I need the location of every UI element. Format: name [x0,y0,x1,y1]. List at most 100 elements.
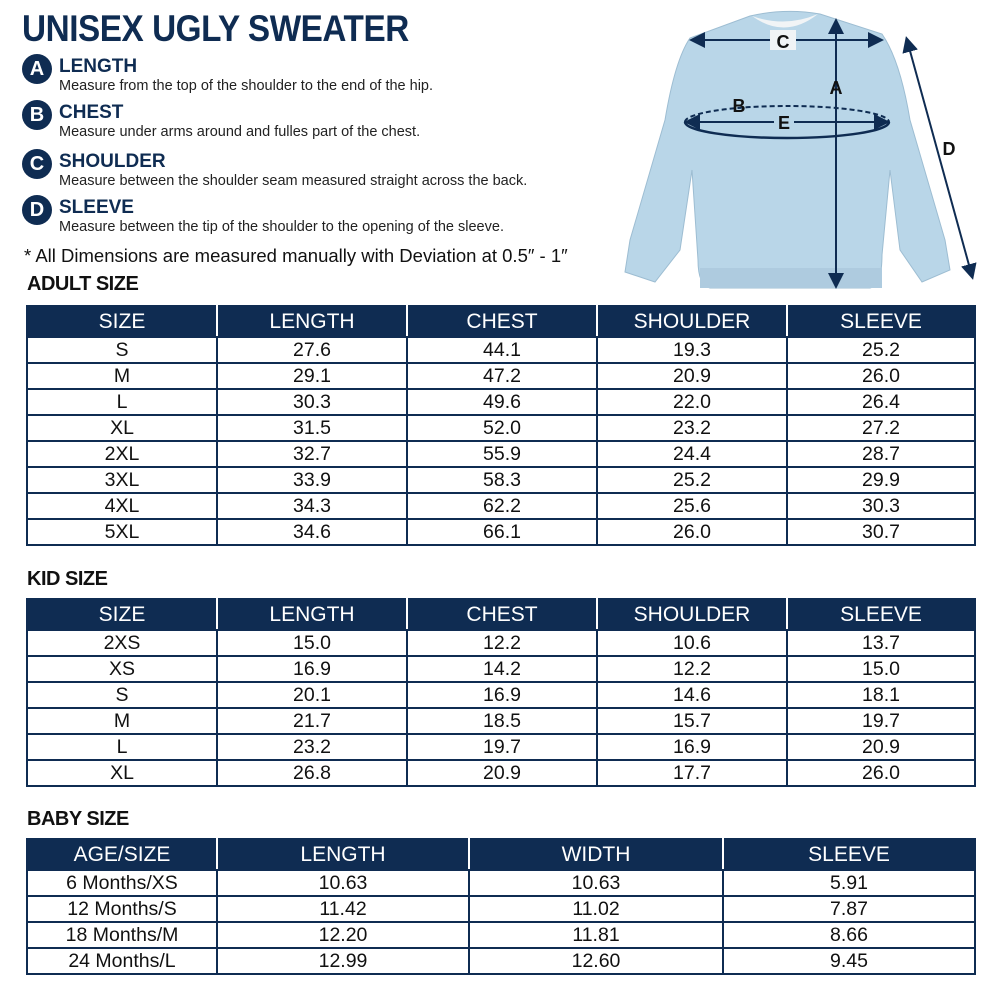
table-row: 12 Months/S 11.42 11.02 7.87 [26,895,976,923]
value-cell: 8.66 [722,921,976,949]
size-cell: 2XL [26,440,218,468]
value-cell: 31.5 [216,414,408,442]
sweater-hem [700,268,882,288]
value-cell: 26.0 [786,759,976,787]
sweater-collar [752,14,818,28]
page-title: UNISEX UGLY SWEATER [22,8,409,49]
value-cell: 26.8 [216,759,408,787]
value-cell: 19.7 [406,733,598,761]
value-cell: 29.1 [216,362,408,390]
sweater-body [624,10,951,289]
value-cell: 15.0 [216,629,408,657]
column-header: CHEST [406,305,598,338]
table-row: M 21.7 18.5 15.7 19.7 [26,707,976,735]
table-row: L 30.3 49.6 22.0 26.4 [26,388,976,416]
header-row: SIZE LENGTH CHEST SHOULDER SLEEVE [26,305,976,338]
table-row: XS 16.9 14.2 12.2 15.0 [26,655,976,683]
size-cell: 4XL [26,492,218,520]
table-row: 6 Months/XS 10.63 10.63 5.91 [26,869,976,897]
value-cell: 58.3 [406,466,598,494]
value-cell: 44.1 [406,336,598,364]
letter-badge: C [22,149,52,179]
letter-badge: D [22,195,52,225]
value-cell: 11.02 [468,895,724,923]
column-header: SIZE [26,305,218,338]
measurement-name: SLEEVE [59,197,134,218]
table-row: M 29.1 47.2 20.9 26.0 [26,362,976,390]
size-cell: 2XS [26,629,218,657]
table-row: 3XL 33.9 58.3 25.2 29.9 [26,466,976,494]
column-header: SLEEVE [722,838,976,871]
value-cell: 16.9 [596,733,788,761]
label-e: E [778,113,790,133]
value-cell: 18.1 [786,681,976,709]
letter-badge: B [22,100,52,130]
value-cell: 34.6 [216,518,408,546]
value-cell: 23.2 [216,733,408,761]
column-header: LENGTH [216,598,408,631]
value-cell: 20.9 [406,759,598,787]
kid-size-table: SIZE LENGTH CHEST SHOULDER SLEEVE 2XS 15.0 12.2… [26,598,976,787]
adult-size-title: ADULT SIZE [27,273,139,295]
table-row: XL 31.5 52.0 23.2 27.2 [26,414,976,442]
baby-size-table: AGE/SIZE LENGTH WIDTH SLEEVE 6 Months/XS 10.6… [26,838,976,975]
measurement-description: Measure between the shoulder seam measur… [59,173,528,189]
value-cell: 15.7 [596,707,788,735]
adult-size-table: SIZE LENGTH CHEST SHOULDER SLEEVE S 27.6 44.1 19… [26,305,976,546]
value-cell: 30.3 [786,492,976,520]
table-row: 4XL 34.3 62.2 25.6 30.3 [26,492,976,520]
value-cell: 11.81 [468,921,724,949]
value-cell: 28.7 [786,440,976,468]
measurement-description: Measure from the top of the shoulder to … [59,78,434,94]
value-cell: 18.5 [406,707,598,735]
value-cell: 10.6 [596,629,788,657]
value-cell: 30.3 [216,388,408,416]
value-cell: 55.9 [406,440,598,468]
table-row: L 23.2 19.7 16.9 20.9 [26,733,976,761]
deviation-note: * All Dimensions are measured manually w… [24,245,568,266]
column-header: LENGTH [216,305,408,338]
value-cell: 26.0 [596,518,788,546]
header-row: SIZE LENGTH CHEST SHOULDER SLEEVE [26,598,976,631]
table-row: 24 Months/L 12.99 12.60 9.45 [26,947,976,975]
size-cell: L [26,388,218,416]
value-cell: 25.2 [596,466,788,494]
header-row: AGE/SIZE LENGTH WIDTH SLEEVE [26,838,976,871]
size-cell: S [26,336,218,364]
value-cell: 24.4 [596,440,788,468]
kid-size-title: KID SIZE [27,568,108,590]
measurement-name: SHOULDER [59,151,166,172]
size-cell: 12 Months/S [26,895,218,923]
value-cell: 12.20 [216,921,470,949]
value-cell: 66.1 [406,518,598,546]
value-cell: 22.0 [596,388,788,416]
value-cell: 15.0 [786,655,976,683]
size-cell: 24 Months/L [26,947,218,975]
size-cell: 3XL [26,466,218,494]
value-cell: 16.9 [406,681,598,709]
value-cell: 17.7 [596,759,788,787]
value-cell: 23.2 [596,414,788,442]
value-cell: 19.3 [596,336,788,364]
column-header: SLEEVE [786,598,976,631]
column-header: AGE/SIZE [26,838,218,871]
value-cell: 27.2 [786,414,976,442]
value-cell: 10.63 [216,869,470,897]
value-cell: 19.7 [786,707,976,735]
value-cell: 34.3 [216,492,408,520]
value-cell: 12.60 [468,947,724,975]
value-cell: 10.63 [468,869,724,897]
column-header: SLEEVE [786,305,976,338]
table-row: S 27.6 44.1 19.3 25.2 [26,336,976,364]
size-cell: M [26,707,218,735]
size-cell: XS [26,655,218,683]
size-cell: L [26,733,218,761]
value-cell: 30.7 [786,518,976,546]
column-header: SHOULDER [596,598,788,631]
value-cell: 33.9 [216,466,408,494]
value-cell: 9.45 [722,947,976,975]
value-cell: 20.1 [216,681,408,709]
value-cell: 11.42 [216,895,470,923]
value-cell: 12.2 [596,655,788,683]
value-cell: 5.91 [722,869,976,897]
